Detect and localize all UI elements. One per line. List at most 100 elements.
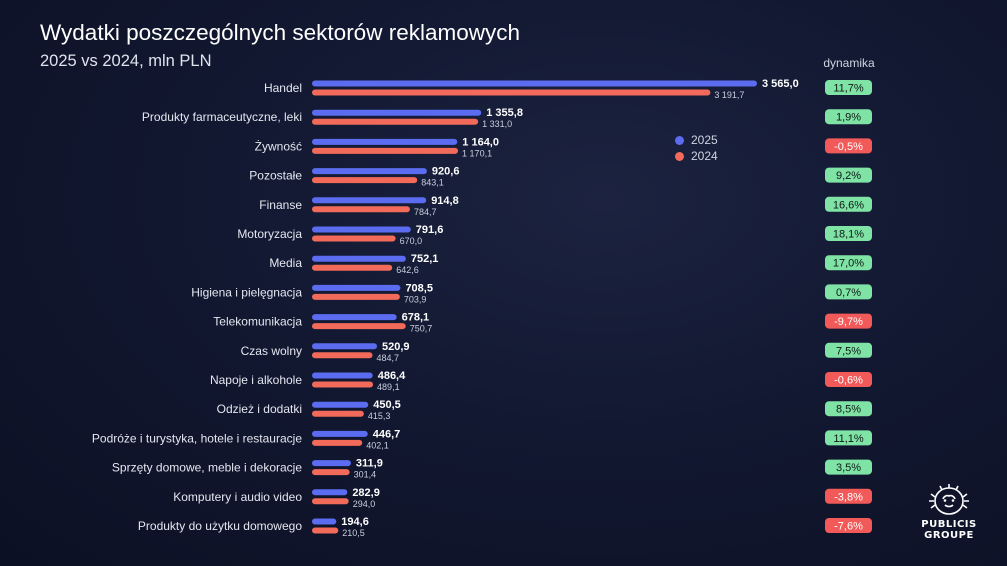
bar-2025: [312, 284, 401, 291]
bar-2025: [312, 343, 378, 350]
category-label: Podróże i turystyka, hotele i restauracj…: [92, 431, 302, 445]
bar-2024: [312, 206, 410, 213]
dynamics-label: 16,6%: [833, 199, 864, 211]
legend-item-2025: 2025: [675, 132, 718, 148]
bar-2025: [312, 197, 427, 204]
brand-line-1: PUBLICIS: [921, 519, 977, 530]
category-label: Finanse: [259, 198, 302, 212]
data-label-2024: 484,7: [377, 353, 400, 363]
legend-item-2024: 2024: [675, 148, 718, 164]
dynamics-label: 9,2%: [836, 170, 861, 182]
chart-subtitle: 2025 vs 2024, mln PLN: [40, 52, 212, 70]
data-label-2025: 791,6: [416, 224, 444, 236]
bar-2025: [312, 80, 757, 87]
data-label-2025: 520,9: [382, 341, 410, 353]
data-label-2024: 402,1: [366, 440, 389, 450]
category-label: Higiena i pielęgnacja: [191, 285, 302, 299]
category-label: Czas wolny: [241, 344, 302, 358]
dynamics-badge: [825, 430, 872, 446]
dynamics-label: -9,7%: [834, 316, 863, 328]
data-label-2025: 282,9: [352, 487, 380, 499]
bar-2025: [312, 168, 427, 175]
bar-2025: [312, 460, 351, 467]
brand-line-2: GROUPE: [924, 530, 974, 541]
data-label-2025: 311,9: [356, 458, 383, 470]
dynamics-label: 18,1%: [833, 229, 864, 241]
dynamics-badge: [825, 109, 872, 125]
category-label: Media: [269, 256, 302, 270]
bar-2024: [312, 323, 406, 330]
data-label-2025: 1 355,8: [486, 107, 523, 119]
bar-2025: [312, 226, 411, 233]
dynamics-label: 0,7%: [836, 287, 861, 299]
bar-2025: [312, 401, 369, 408]
dynamics-label: 11,7%: [833, 83, 864, 95]
data-label-2024: 1 331,0: [482, 119, 512, 129]
category-label: Napoje i alkohole: [210, 373, 302, 387]
bar-2025: [312, 430, 368, 437]
bar-2024: [312, 293, 400, 300]
data-label-2024: 301,4: [354, 470, 377, 480]
publicis-groupe-logo: PUBLICIS GROUPE: [913, 484, 985, 541]
bar-2024: [312, 439, 363, 446]
bar-2025: [312, 109, 482, 116]
bar-2025: [312, 255, 406, 262]
bar-2024: [312, 381, 374, 388]
legend-dot-2025-icon: [675, 135, 684, 145]
dynamics-badge: [825, 196, 872, 212]
bar-2024: [312, 264, 393, 271]
legend-label-2025: 2025: [691, 133, 718, 147]
category-label: Produkty do użytku domowego: [138, 519, 302, 533]
category-label: Pozostałe: [249, 169, 302, 183]
bar-2025: [312, 138, 458, 145]
category-label: Odzież i dodatki: [217, 402, 302, 416]
category-label: Komputery i audio video: [173, 490, 302, 504]
bar-2025: [312, 314, 397, 321]
dynamics-label: -0,6%: [834, 375, 863, 387]
data-label-2025: 1 164,0: [462, 136, 499, 148]
legend-dot-2024-icon: [675, 151, 684, 161]
dynamics-badge: [825, 255, 872, 271]
bar-2024: [312, 469, 350, 476]
dynamics-label: 7,5%: [836, 345, 861, 357]
dynamics-badge: [825, 284, 872, 300]
dynamics-label: 1,9%: [836, 112, 861, 124]
category-label: Motoryzacja: [237, 227, 302, 241]
category-label: Telekomunikacja: [213, 315, 302, 329]
bar-2025: [312, 372, 373, 379]
dynamics-badge: [825, 138, 872, 154]
data-label-2024: 415,3: [368, 411, 391, 421]
data-label-2024: 210,5: [342, 528, 365, 538]
bar-2024: [312, 410, 364, 417]
bar-2024: [312, 235, 396, 242]
dynamics-badge: [825, 313, 872, 329]
dynamics-label: -3,8%: [834, 491, 863, 503]
data-label-2025: 678,1: [402, 312, 430, 324]
dynamics-label: -7,6%: [834, 521, 863, 533]
data-label-2025: 194,6: [341, 516, 369, 528]
dynamics-badge: [825, 518, 872, 533]
data-label-2025: 914,8: [431, 195, 459, 207]
dynamics-badge: [825, 342, 872, 358]
data-label-2025: 486,4: [378, 370, 406, 382]
bar-2024: [312, 352, 373, 359]
dynamics-label: -0,5%: [834, 141, 863, 153]
dynamics-badge: [825, 80, 872, 95]
bar-2024: [312, 118, 479, 125]
data-label-2025: 450,5: [373, 399, 401, 411]
bar-2024: [312, 527, 339, 534]
data-label-2024: 703,9: [404, 294, 427, 304]
data-label-2025: 920,6: [432, 166, 460, 178]
lion-emblem-icon: [929, 484, 969, 515]
data-label-2025: 752,1: [411, 253, 439, 265]
bar-2024: [312, 147, 459, 154]
dynamics-label: 17,0%: [833, 258, 864, 270]
bar-2024: [312, 177, 418, 184]
bar-2024: [312, 89, 711, 96]
dynamics-label: 3,5%: [836, 462, 861, 474]
data-label-2024: 489,1: [377, 382, 400, 392]
data-label-2025: 446,7: [373, 428, 401, 440]
dynamics-badge: [825, 167, 872, 183]
data-label-2024: 294,0: [353, 499, 376, 509]
